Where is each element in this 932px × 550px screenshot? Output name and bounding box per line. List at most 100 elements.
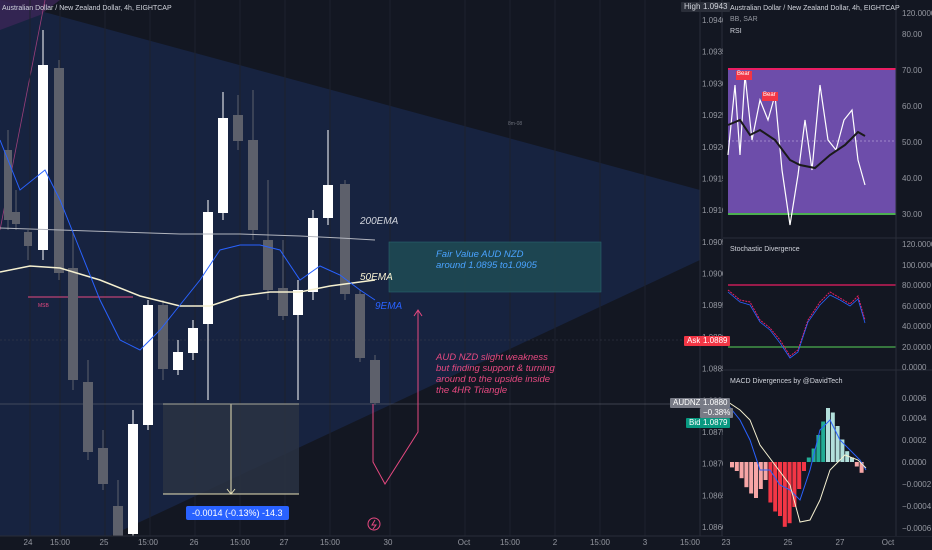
bear-label-text-2: Bear <box>763 92 776 98</box>
rsi-background <box>728 69 896 214</box>
time-tick: 24 <box>24 538 33 547</box>
stoch-tick: 100.0000 <box>902 261 932 270</box>
stoch-tick: 0.0000 <box>902 363 927 372</box>
macd-tick: 0.0006 <box>902 394 927 403</box>
rsi-ma-line <box>727 118 866 170</box>
msb-label: MSB <box>38 303 49 309</box>
rsi-tick: 70.00 <box>902 66 923 75</box>
stoch-tick: 80.0000 <box>902 281 931 290</box>
ask-value: 1.0889 <box>700 336 731 346</box>
side-title: Australian Dollar / New Zealand Dollar, … <box>730 5 900 12</box>
macd-tick: 0.0004 <box>902 414 927 423</box>
macd-tick: 0.0002 <box>902 436 927 445</box>
macd-title: MACD Divergences by @DavidTech <box>730 378 843 385</box>
stoch-tick: 20.0000 <box>902 343 931 352</box>
bear-label-2 <box>762 92 778 101</box>
fair-value-box[interactable] <box>388 241 602 293</box>
macd-bar <box>802 462 806 471</box>
time-tick: 15:00 <box>590 538 611 547</box>
time-tick: 26 <box>190 538 199 547</box>
rsi-tick: 60.00 <box>902 102 923 111</box>
lightning-icon[interactable] <box>367 517 381 531</box>
macd-bar <box>787 462 792 524</box>
macd-bar <box>840 439 845 462</box>
macd-bar <box>835 426 840 462</box>
side-subtitle: BB, SAR <box>730 16 758 23</box>
price-tick: 1.0870 <box>702 460 727 469</box>
macd-bar <box>773 462 778 512</box>
ask-label: Ask <box>684 336 704 346</box>
time-tick: 2 <box>553 538 558 547</box>
signal-line <box>727 401 867 523</box>
candles <box>4 30 380 536</box>
high-label: High <box>681 2 704 12</box>
macd-bar <box>744 462 749 488</box>
rsi-line <box>727 74 866 226</box>
chart-title: Australian Dollar / New Zealand Dollar, … <box>2 5 172 12</box>
macd-bar <box>821 421 826 462</box>
price-tick: 1.0915 <box>702 174 727 183</box>
macd-bar <box>859 462 864 473</box>
macd-bar <box>845 451 850 462</box>
rsi-title: RSI <box>730 28 742 35</box>
price-tick: 1.0885 <box>702 365 727 374</box>
price-tick: 1.0910 <box>702 206 727 215</box>
fair-value-label: Fair Value AUD NZD around 1.0895 to1.090… <box>436 249 537 271</box>
symbol-label: AUDNZD <box>670 398 710 408</box>
price-tick: 1.0925 <box>702 111 727 120</box>
macd-bar <box>758 462 763 489</box>
time-tick: 15:00 <box>500 538 521 547</box>
macd-bar <box>749 462 754 494</box>
rsi-tick: 40.00 <box>902 174 923 183</box>
time-tick: Oct <box>458 538 471 547</box>
stoch-tick: 40.0000 <box>902 322 931 331</box>
macd-bar <box>754 462 758 498</box>
side-top-tick: 120.0000 <box>902 9 932 18</box>
macd-bar <box>806 457 811 462</box>
time-tick: 15:00 <box>230 538 251 547</box>
macd-bar <box>778 462 782 516</box>
macd-bar <box>816 435 821 462</box>
ema9-line <box>0 139 376 351</box>
macd-bar <box>768 462 773 503</box>
macd-tick: −0.0004 <box>902 502 932 511</box>
macd-bar <box>739 462 744 479</box>
stoch-title: Stochastic Divergence <box>730 246 800 253</box>
price-tick: 1.0935 <box>702 48 727 57</box>
bid-label: Bid <box>686 418 704 428</box>
side-time-tick: 25 <box>784 538 793 547</box>
measure-label: -0.0014 (-0.13%) -14.3 <box>186 506 289 520</box>
macd-bar <box>792 462 797 507</box>
time-axis[interactable]: 24 15:00 25 15:00 26 15:00 27 15:00 30 Oct 15:00 2 1… <box>24 538 701 547</box>
side-time-tick: Oct <box>882 538 895 547</box>
side-time-tick: 27 <box>836 538 845 547</box>
stoch-tick: 120.0000 <box>902 240 932 249</box>
macd-bar <box>826 408 830 462</box>
price-tick: 1.0920 <box>702 143 727 152</box>
change-value: −0.38% <box>700 408 734 418</box>
macd-tick: 0.0000 <box>902 458 927 467</box>
bear-label-text-1: Bear <box>737 71 750 77</box>
macd-line <box>727 404 867 501</box>
price-tick: 1.0930 <box>702 79 727 88</box>
macd-bar <box>734 462 739 471</box>
macd-bar <box>850 457 854 462</box>
ema200-line <box>0 227 376 241</box>
stoch-line <box>727 289 866 357</box>
macd-bar <box>782 462 787 527</box>
side-axes[interactable]: 120.0000 80.00 70.00 60.00 50.00 40.00 30.00 12… <box>722 9 932 547</box>
ema50-label: 50EMA <box>360 272 393 283</box>
hidden-time-label: 8m-08 <box>508 121 523 127</box>
side-time-tick: 23 <box>722 538 731 547</box>
price-tick: 1.0900 <box>702 270 727 279</box>
macd-bar <box>763 462 768 480</box>
rsi-tick: 50.00 <box>902 138 923 147</box>
symbol-value: 1.0880 <box>700 398 731 408</box>
time-tick: 15:00 <box>138 538 159 547</box>
macd-bar <box>730 462 734 468</box>
price-tick: 1.0940 <box>702 16 727 25</box>
rsi-tick: 80.00 <box>902 30 923 39</box>
time-tick: 15:00 <box>50 538 71 547</box>
price-tick: 1.0905 <box>702 238 727 247</box>
